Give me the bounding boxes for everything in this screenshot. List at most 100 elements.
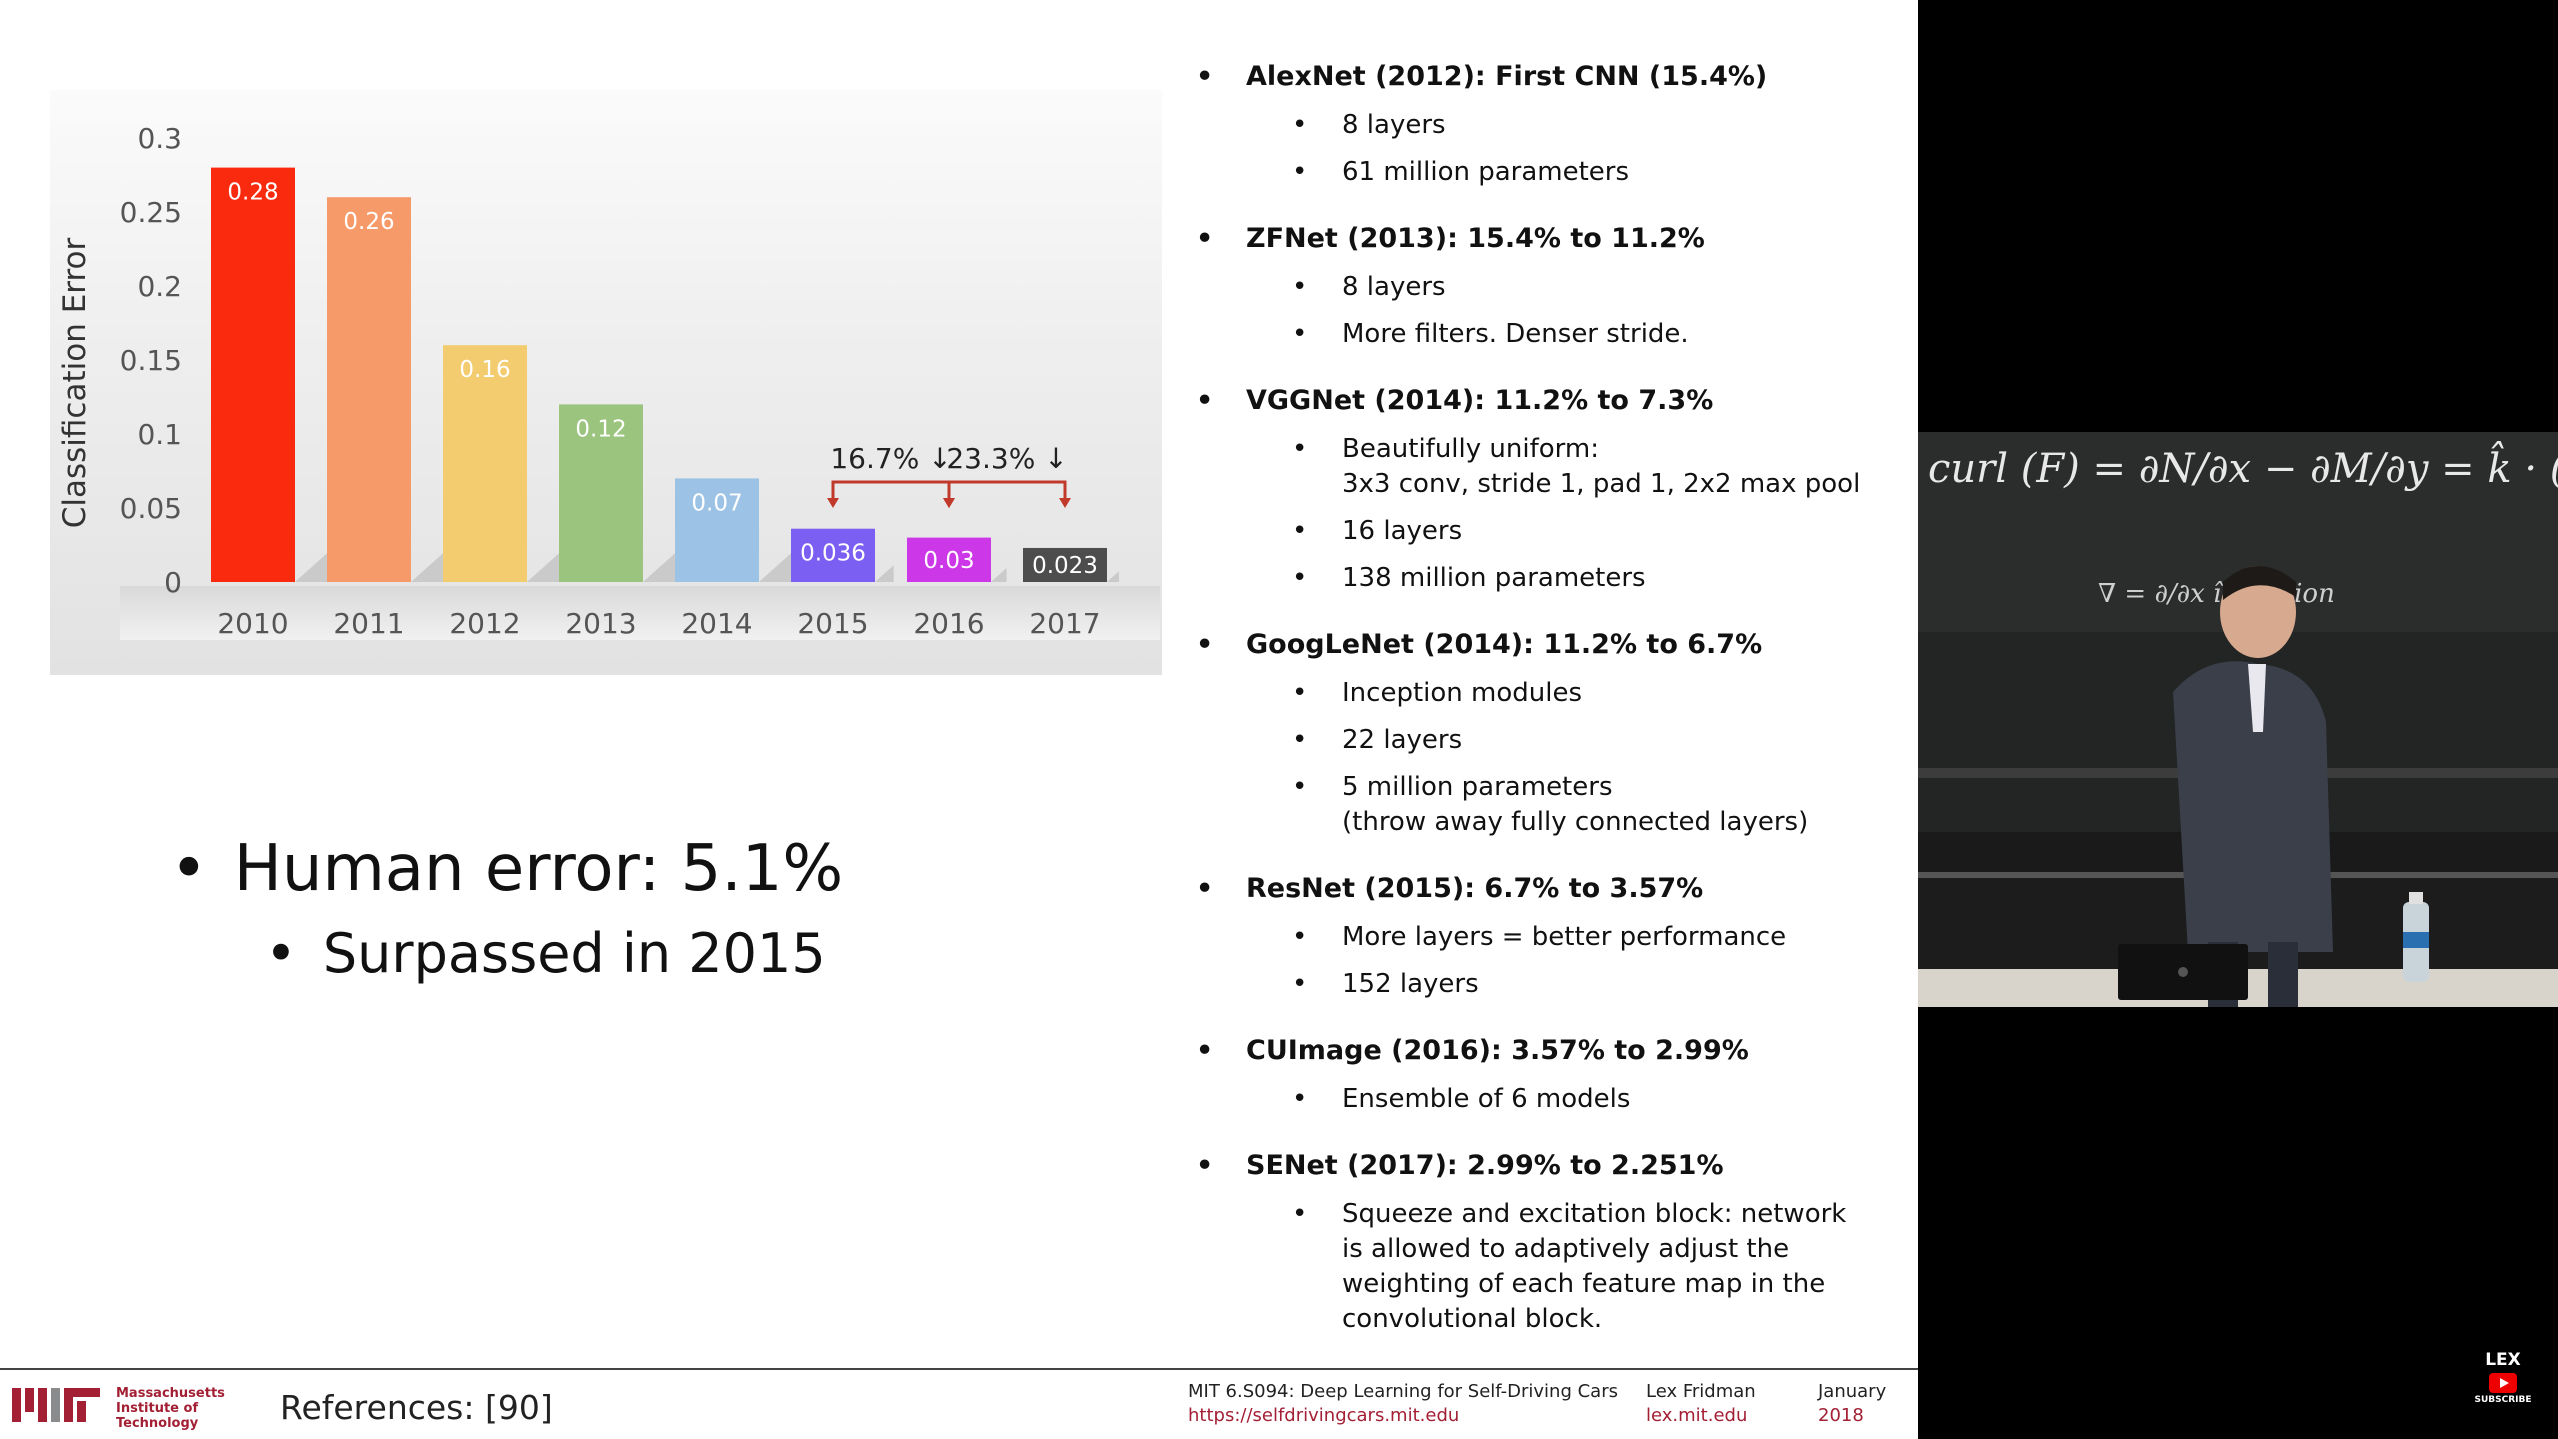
human-error-bullet: • Human error: 5.1% xyxy=(170,832,843,906)
bar-2017 xyxy=(1023,547,1107,582)
network-detail: Squeeze and excitation block: network is… xyxy=(1196,1197,1896,1337)
bullet-dot: • xyxy=(170,832,208,906)
bar-2015 xyxy=(791,528,875,582)
mit-name-line: Institute of xyxy=(116,1401,199,1416)
network-detail: 8 layers xyxy=(1196,108,1896,143)
y-tick-label: 0.3 xyxy=(137,122,182,155)
mit-name-line: Technology xyxy=(116,1416,199,1431)
channel-name: LEX xyxy=(2485,1350,2521,1370)
lecture-hall-scene: curl (F) = ∂N/∂x − ∂M/∂y = k̂ · (∇×F) ∇ … xyxy=(1918,432,2558,1007)
network-detail: 22 layers xyxy=(1196,723,1896,758)
x-tick-label: 2012 xyxy=(449,607,520,640)
network-detail: 16 layers xyxy=(1196,514,1896,549)
network-title: AlexNet (2012): First CNN (15.4%) xyxy=(1196,58,1896,96)
bar-value-label: 0.023 xyxy=(1032,553,1098,579)
bar-2013 xyxy=(559,404,643,582)
mit-name-line: Massachusetts xyxy=(116,1386,225,1401)
annotation-arrowhead xyxy=(827,498,839,508)
network-detail: 61 million parameters xyxy=(1196,155,1896,190)
date-info: January 2018 xyxy=(1818,1380,1886,1428)
annotation-label: 23.3% ↓ xyxy=(946,442,1067,475)
board-note: ∇ = ∂/∂x î rotation xyxy=(2098,579,2335,609)
x-tick-label: 2011 xyxy=(333,607,404,640)
surpassed-text: Surpassed in 2015 xyxy=(322,922,826,985)
x-tick-label: 2016 xyxy=(913,607,984,640)
network-entry: AlexNet (2012): First CNN (15.4%) 8 layer… xyxy=(1196,58,1896,190)
network-entry: VGGNet (2014): 11.2% to 7.3% Beautifully … xyxy=(1196,382,1896,596)
bar-value-label: 0.16 xyxy=(459,357,510,383)
bar-2011 xyxy=(327,197,411,582)
board-equation: curl (F) = ∂N/∂x − ∂M/∂y = k̂ · (∇×F) xyxy=(1928,442,2558,492)
bar-value-label: 0.036 xyxy=(800,541,866,567)
channel-badge[interactable]: LEX SUBSCRIBE xyxy=(2468,1350,2538,1405)
course-info: MIT 6.S094: Deep Learning for Self-Drivi… xyxy=(1188,1380,1618,1428)
network-title: ZFNet (2013): 15.4% to 11.2% xyxy=(1196,220,1896,258)
y-axis-ticks: 0 0.05 0.1 0.15 0.2 0.25 0.3 xyxy=(120,122,182,599)
author-link[interactable]: lex.mit.edu xyxy=(1646,1405,1748,1426)
x-tick-label: 2015 xyxy=(797,607,868,640)
bar-2010 xyxy=(211,167,295,582)
network-title: ResNet (2015): 6.7% to 3.57% xyxy=(1196,870,1896,908)
chart-floor xyxy=(120,586,1160,640)
bar-value-label: 0.07 xyxy=(691,490,742,516)
network-entry: CUImage (2016): 3.57% to 2.99% Ensemble o… xyxy=(1196,1032,1896,1117)
references: References: [90] xyxy=(280,1388,553,1427)
network-detail: Ensemble of 6 models xyxy=(1196,1082,1896,1117)
error-rate-chart: 0 0.05 0.1 0.15 0.2 0.25 0.3 0.28 0.26 0.16 0.12 0… xyxy=(50,90,1162,675)
bar-shadow xyxy=(759,549,796,582)
chart-svg: 00.050.10.150.20.250.3 0.280.260.160.120… xyxy=(57,122,1160,640)
slide: 0 0.05 0.1 0.15 0.2 0.25 0.3 0.28 0.26 0.16 0.12 0… xyxy=(0,0,1918,1439)
annotation-bracket xyxy=(831,480,951,502)
date-month: January xyxy=(1818,1381,1887,1402)
bars xyxy=(211,167,1107,582)
surpassed-bullet: • Surpassed in 2015 xyxy=(265,922,826,985)
bar-shadow xyxy=(1107,571,1119,582)
annotation-arrowhead xyxy=(943,498,955,508)
bar-value-label: 0.03 xyxy=(923,548,974,574)
annotation-label: 16.7% ↓ xyxy=(830,442,951,475)
network-list: AlexNet (2012): First CNN (15.4%) 8 layer… xyxy=(1196,58,1896,1367)
bar-value-label: 0.28 xyxy=(227,180,278,206)
network-title: VGGNet (2014): 11.2% to 7.3% xyxy=(1196,382,1896,420)
course-link[interactable]: https://selfdrivingcars.mit.edu xyxy=(1188,1405,1460,1426)
network-entry: ZFNet (2013): 15.4% to 11.2% 8 layers More… xyxy=(1196,220,1896,352)
network-entry: GoogLeNet (2014): 11.2% to 6.7% Inception… xyxy=(1196,626,1896,840)
subscribe-label: SUBSCRIBE xyxy=(2474,1395,2532,1405)
x-tick-label: 2013 xyxy=(565,607,636,640)
youtube-play-icon xyxy=(2489,1373,2517,1393)
chart-annotations: 16.7% ↓23.3% ↓ xyxy=(827,442,1071,508)
x-axis-ticks: 2010 2011 2012 2013 2014 2015 2016 2017 xyxy=(217,607,1100,640)
network-title: CUImage (2016): 3.57% to 2.99% xyxy=(1196,1032,1896,1070)
network-entry: SENet (2017): 2.99% to 2.251% Squeeze and… xyxy=(1196,1147,1896,1337)
water-bottle xyxy=(2403,892,2429,982)
annotation-bracket xyxy=(947,480,1067,502)
course-title: MIT 6.S094: Deep Learning for Self-Drivi… xyxy=(1188,1381,1618,1402)
bar-2014 xyxy=(675,478,759,582)
x-tick-label: 2017 xyxy=(1029,607,1100,640)
speaker-video[interactable]: curl (F) = ∂N/∂x − ∂M/∂y = k̂ · (∇×F) ∇ … xyxy=(1918,432,2558,1007)
y-tick-label: 0.25 xyxy=(120,196,182,229)
bar-value-label: 0.12 xyxy=(575,416,626,442)
mit-logo-icon xyxy=(12,1388,100,1422)
y-tick-label: 0.2 xyxy=(137,270,182,303)
bar-2016 xyxy=(907,537,991,582)
laptop xyxy=(2118,944,2248,1000)
mit-name: Massachusetts Institute of Technology xyxy=(116,1386,225,1431)
network-detail: 5 million parameters (throw away fully c… xyxy=(1196,770,1896,840)
bar-shadow xyxy=(875,565,894,582)
network-detail: More filters. Denser stride. xyxy=(1196,317,1896,352)
y-tick-label: 0.05 xyxy=(120,492,182,525)
x-tick-label: 2010 xyxy=(217,607,288,640)
annotation-arrowhead xyxy=(1059,498,1071,508)
human-error-text: Human error: 5.1% xyxy=(233,832,844,906)
bar-2012 xyxy=(443,345,527,582)
network-detail: 138 million parameters xyxy=(1196,561,1896,596)
author-info: Lex Fridman lex.mit.edu xyxy=(1646,1380,1756,1428)
bullet-dot: • xyxy=(265,922,297,985)
network-title: SENet (2017): 2.99% to 2.251% xyxy=(1196,1147,1896,1185)
date-year: 2018 xyxy=(1818,1405,1864,1426)
bar-shadow xyxy=(991,568,1007,582)
network-detail: Beautifully uniform: 3x3 conv, stride 1,… xyxy=(1196,432,1896,502)
author-name: Lex Fridman xyxy=(1646,1381,1756,1402)
y-axis-label: Classification Error xyxy=(57,237,93,528)
